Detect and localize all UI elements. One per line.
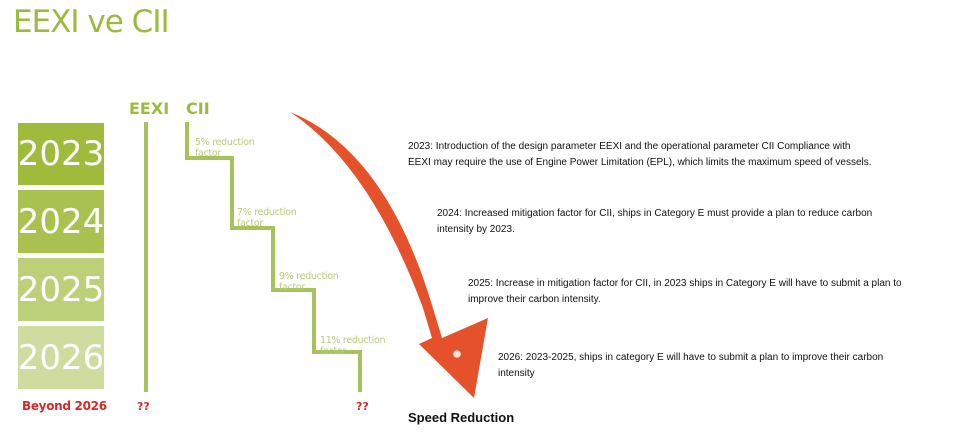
year-label: 2026	[17, 337, 105, 378]
step-label-line1: 11% reduction	[320, 335, 386, 346]
arrow-marker-4	[453, 350, 461, 358]
page-title: EEXI ve CII	[13, 4, 170, 40]
description-line1: 2026: 2023-2025, ships in category E wil…	[498, 352, 884, 363]
description-2024: 2024: Increased mitigation factor for CI…	[437, 206, 872, 238]
step-label-line1: 7% reduction	[237, 207, 297, 218]
step-label-line2: factor	[320, 346, 347, 357]
arrow-marker-2	[405, 218, 413, 226]
arrow-marker-1	[358, 155, 366, 163]
description-line2: intensity by 2023.	[437, 224, 515, 235]
year-label: 2025	[17, 269, 105, 310]
description-line2: EEXI may require the use of Engine Power…	[408, 157, 872, 168]
year-label: 2023	[17, 134, 105, 174]
year-label: 2024	[17, 201, 105, 242]
description-2023: 2023: Introduction of the design paramet…	[408, 139, 872, 171]
description-line1: 2023: Introduction of the design paramet…	[408, 141, 851, 152]
step-label-line2: factor	[237, 218, 264, 229]
speed-reduction-arrow	[290, 112, 488, 398]
year-box-2023: 2023	[18, 123, 104, 185]
step-label-line2: factor	[279, 282, 306, 293]
step-label-2026: 11% reduction factor	[320, 335, 386, 357]
step-label-2025: 9% reduction factor	[279, 271, 339, 293]
step-label-2024: 7% reduction factor	[237, 207, 297, 229]
description-line1: 2025: Increase in mitigation factor for …	[468, 278, 902, 289]
year-box-2024: 2024	[18, 190, 104, 253]
description-2026: 2026: 2023-2025, ships in category E wil…	[498, 350, 883, 382]
eexi-column-header: EEXI	[129, 99, 170, 118]
description-line2: intensity	[498, 368, 535, 379]
step-label-2023: 5% reduction factor	[195, 137, 255, 159]
eexi-unknown-marker: ??	[137, 400, 150, 413]
speed-reduction-label: Speed Reduction	[408, 410, 515, 425]
description-line2: improve their carbon intensity.	[468, 294, 601, 305]
cii-column-header: CII	[186, 99, 210, 118]
year-box-2025: 2025	[18, 258, 104, 321]
cii-staircase-line	[185, 122, 362, 392]
year-box-2026: 2026	[18, 326, 104, 389]
arrow-marker-3	[436, 282, 444, 290]
step-label-line1: 9% reduction	[279, 271, 339, 282]
description-line1: 2024: Increased mitigation factor for CI…	[437, 208, 873, 219]
step-label-line2: factor	[195, 148, 222, 159]
step-label-line1: 5% reduction	[195, 137, 255, 148]
beyond-2026-label: Beyond 2026	[22, 399, 107, 413]
cii-unknown-marker: ??	[356, 400, 369, 413]
description-2025: 2025: Increase in mitigation factor for …	[468, 276, 902, 308]
